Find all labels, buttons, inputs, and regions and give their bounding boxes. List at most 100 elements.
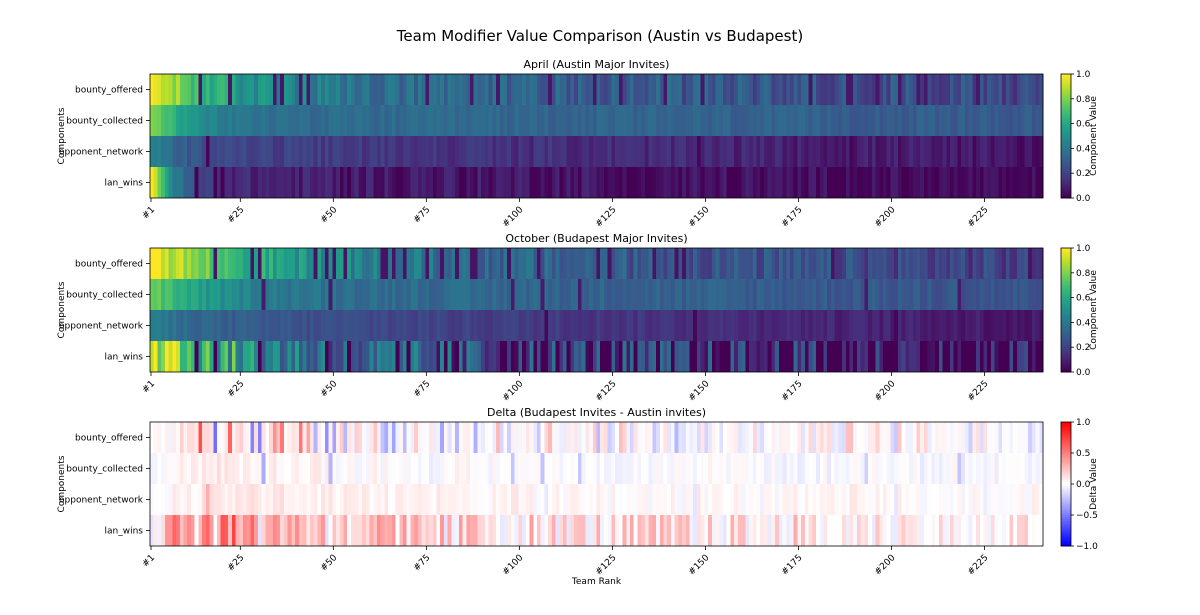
heatmap-cell <box>875 74 880 105</box>
heatmap-cell <box>656 515 661 546</box>
colorbar-segment <box>1061 164 1071 168</box>
heatmap-cell <box>927 515 932 546</box>
y-axis-label: Components <box>57 281 67 338</box>
heatmap-cell <box>808 279 813 310</box>
heatmap-cell <box>451 167 456 198</box>
heatmap-cell <box>708 422 713 453</box>
heatmap-cell <box>257 484 263 515</box>
colorbar-segment <box>1061 258 1071 261</box>
heatmap-cell <box>462 279 467 310</box>
heatmap-cell <box>615 248 620 279</box>
heatmap-cell <box>905 422 910 453</box>
heatmap-cell <box>447 341 452 372</box>
heatmap-cell <box>466 515 471 546</box>
heatmap-cell <box>295 167 300 198</box>
colorbar-segment <box>1061 193 1071 197</box>
heatmap-cell <box>641 310 646 341</box>
heatmap-cell <box>789 310 795 341</box>
heatmap-cell <box>551 422 556 453</box>
colorbar-segment <box>1061 442 1071 446</box>
heatmap-cell <box>603 74 609 105</box>
heatmap-cell <box>429 453 434 484</box>
heatmap-cell <box>183 453 188 484</box>
heatmap-cell <box>332 310 337 341</box>
heatmap-cell <box>231 105 236 136</box>
heatmap-cell <box>842 248 847 279</box>
heatmap-cell <box>172 515 177 546</box>
heatmap-cell <box>488 422 493 453</box>
heatmap-cell <box>194 484 199 515</box>
heatmap-cell <box>551 515 556 546</box>
heatmap-cell <box>916 74 921 105</box>
heatmap-cell <box>425 515 430 546</box>
heatmap-cell <box>1016 310 1022 341</box>
heatmap-cell <box>909 422 914 453</box>
heatmap-cell <box>901 167 906 198</box>
heatmap-cell <box>202 310 207 341</box>
colorbar-segment <box>1061 473 1071 477</box>
heatmap-cell <box>678 248 683 279</box>
heatmap-cell <box>161 453 166 484</box>
heatmap-cell <box>533 341 538 372</box>
heatmap-cell <box>503 248 508 279</box>
heatmap-cell <box>912 484 917 515</box>
heatmap-cell <box>648 167 653 198</box>
heatmap-cell <box>190 310 196 341</box>
heatmap-cell <box>935 341 940 372</box>
heatmap-cell <box>990 422 996 453</box>
heatmap-cell <box>369 74 374 105</box>
heatmap-cell <box>209 341 214 372</box>
heatmap-cell <box>1024 422 1029 453</box>
heatmap-cell <box>827 422 832 453</box>
heatmap-cell <box>801 341 806 372</box>
heatmap-cell <box>332 515 337 546</box>
colorbar-segment <box>1061 359 1071 363</box>
heatmap-cell <box>946 484 951 515</box>
heatmap-cell <box>633 248 638 279</box>
heatmap-cell <box>510 341 516 372</box>
heatmap-cell <box>607 453 612 484</box>
heatmap-cell <box>897 105 903 136</box>
heatmap-cell <box>804 136 809 167</box>
heatmap-cell <box>942 136 947 167</box>
heatmap-cell <box>890 310 895 341</box>
heatmap-cell <box>685 248 690 279</box>
heatmap-cell <box>901 453 906 484</box>
colorbar-segment <box>1061 274 1071 278</box>
heatmap-cell <box>931 279 936 310</box>
heatmap-cell <box>496 484 501 515</box>
heatmap-cell <box>972 136 977 167</box>
heatmap-cell <box>350 515 356 546</box>
heatmap-cell <box>976 422 981 453</box>
heatmap-cell <box>879 167 884 198</box>
heatmap-cell <box>466 422 471 453</box>
heatmap-cell <box>894 341 899 372</box>
heatmap-cell <box>514 310 519 341</box>
heatmap-cell <box>637 484 642 515</box>
heatmap-cell <box>652 105 657 136</box>
heatmap-cell <box>998 515 1003 546</box>
heatmap-cell <box>778 167 783 198</box>
heatmap-cell <box>414 310 419 341</box>
heatmap-cell <box>391 248 396 279</box>
heatmap-cell <box>384 341 389 372</box>
heatmap-cell <box>611 136 616 167</box>
colorbar-segment <box>1061 541 1071 545</box>
heatmap-cell <box>358 422 363 453</box>
heatmap-cell <box>559 515 564 546</box>
heatmap-cell <box>961 74 966 105</box>
colorbar-segment <box>1061 109 1071 112</box>
heatmap-cell <box>231 453 236 484</box>
heatmap-cell <box>957 167 962 198</box>
heatmap-cell <box>842 167 847 198</box>
heatmap-cell <box>838 105 843 136</box>
heatmap-cell <box>693 422 698 453</box>
heatmap-cell <box>443 248 449 279</box>
heatmap-cell <box>507 167 512 198</box>
heatmap-cell <box>153 341 158 372</box>
heatmap-cell <box>153 248 158 279</box>
heatmap-cell <box>187 453 192 484</box>
heatmap-cell <box>916 167 921 198</box>
heatmap-cell <box>633 422 638 453</box>
heatmap-cell <box>760 515 765 546</box>
